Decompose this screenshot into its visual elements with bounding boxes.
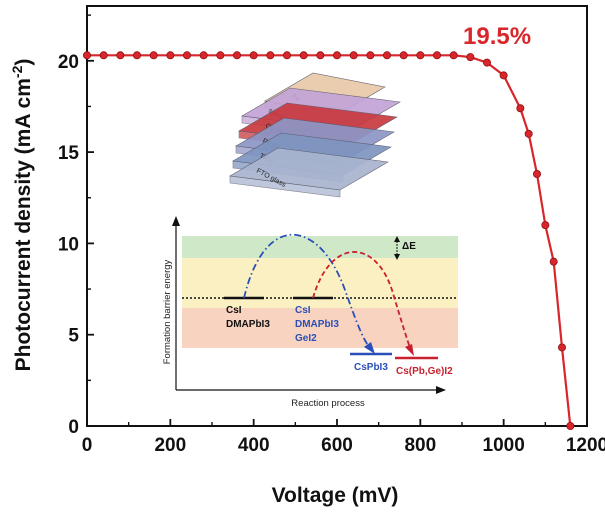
x-tick-label: 1200 — [566, 435, 605, 456]
data-point — [382, 51, 391, 60]
stack-layer-side — [229, 175, 341, 198]
stack-layer: FTO glass — [229, 147, 389, 198]
data-point — [166, 51, 175, 60]
delta-e-label: ΔE — [402, 241, 416, 252]
data-point — [232, 51, 241, 60]
product-a-label: CsPbI3 — [354, 362, 388, 373]
data-point — [249, 51, 258, 60]
inset-energy-diagram: Formation barrier energy Reaction proces… — [162, 216, 458, 409]
series-jv — [83, 51, 575, 430]
device-stack-illustration: Auspiro-OMeTADCs(Pb,Ge)I2PCBATiO2FTO gla… — [229, 72, 401, 198]
data-point — [449, 51, 458, 60]
x-tick-label: 200 — [154, 435, 186, 456]
data-point — [524, 129, 533, 138]
x-tick-label: 600 — [321, 435, 353, 456]
x-tick-label: 1000 — [483, 435, 525, 456]
inset-y-label: Formation barrier energy — [162, 259, 173, 364]
x-tick-label: 400 — [238, 435, 270, 456]
data-point — [132, 51, 141, 60]
x-tick-label: 800 — [404, 435, 436, 456]
data-point — [316, 51, 325, 60]
inset-band-orange — [182, 308, 458, 348]
data-point — [366, 51, 375, 60]
efficiency-label: 19.5% — [463, 23, 531, 50]
data-point — [566, 421, 575, 430]
data-point — [149, 51, 158, 60]
tick-labels: 0 200 400 600 800 1000 1200 0 5 10 15 20 — [58, 52, 605, 456]
start-a-label: CsI DMAPbI3 — [226, 305, 270, 330]
data-point — [533, 169, 542, 178]
delta-e-arrow-up — [394, 236, 400, 242]
data-point — [199, 51, 208, 60]
data-point — [482, 58, 491, 67]
data-point — [499, 71, 508, 80]
inset-y-arrow — [172, 216, 180, 226]
x-tick-label: 0 — [82, 435, 93, 456]
data-point — [116, 51, 125, 60]
data-point — [216, 51, 225, 60]
y-axis-title: Photocurrent density (mA cm-2) — [9, 59, 35, 372]
y-tick-label: 5 — [68, 326, 79, 347]
reaction-path-red-arrow — [405, 344, 414, 356]
data-point — [99, 51, 108, 60]
data-point — [416, 51, 425, 60]
y-tick-label: 10 — [58, 234, 79, 255]
reaction-path-blue-arrow — [364, 342, 375, 354]
y-tick-label: 0 — [68, 417, 79, 438]
start-b-label: CsI DMAPbI3 GeI2 — [295, 305, 342, 344]
inset-band-yellow — [182, 258, 458, 308]
x-axis-title: Voltage (mV) — [272, 484, 399, 507]
reaction-path-blue — [243, 234, 371, 349]
y-tick-label: 20 — [58, 52, 79, 73]
data-point — [282, 51, 291, 60]
delta-e-arrow-down — [394, 254, 400, 260]
data-point — [182, 51, 191, 60]
y-tick-label: 15 — [58, 143, 80, 164]
inset-x-arrow — [436, 386, 446, 394]
reaction-path-red — [312, 251, 411, 349]
data-point — [266, 51, 275, 60]
data-point — [466, 53, 475, 62]
data-point — [541, 221, 550, 230]
data-point — [558, 343, 567, 352]
data-point — [332, 51, 341, 60]
data-point — [516, 104, 525, 113]
data-point — [432, 51, 441, 60]
data-point — [83, 51, 92, 60]
data-point — [399, 51, 408, 60]
data-point — [299, 51, 308, 60]
data-point — [349, 51, 358, 60]
axis-ticks — [86, 14, 588, 427]
inset-x-label: Reaction process — [291, 398, 365, 409]
product-b-label: Cs(Pb,Ge)I2 — [396, 366, 453, 377]
data-point — [549, 257, 558, 266]
